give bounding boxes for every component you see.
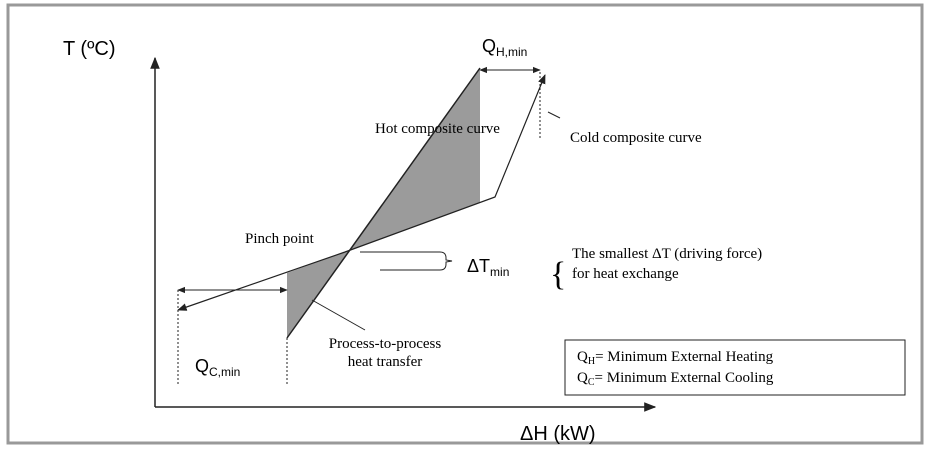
legend-entry: QH= Minimum External Heating (577, 349, 774, 367)
transfer-label: Process-to-process (329, 336, 442, 352)
transfer-leader (311, 299, 366, 331)
pinch-label: Pinch point (245, 231, 315, 247)
hot-curve (286, 67, 481, 339)
dt-note: for heat exchange (572, 266, 679, 282)
y-axis-label: T (ºC) (63, 38, 115, 60)
legend-entry: QC= Minimum External Cooling (577, 370, 774, 388)
cold-curve (344, 74, 546, 253)
x-axis-label: ΔH (kW) (520, 423, 596, 445)
hot-curve-label: Hot composite curve (375, 121, 500, 137)
dt-bracket (439, 251, 453, 271)
cold-curve-start (177, 251, 346, 311)
legend-box (564, 339, 906, 396)
q-h-label: QH,min (482, 36, 527, 59)
dt-label: ΔTmin (467, 256, 509, 279)
cold-leader (547, 111, 561, 119)
cold-curve-label: Cold composite curve (570, 130, 702, 146)
transfer-label: heat transfer (348, 354, 423, 370)
q-c-label: QC,min (195, 356, 240, 379)
dt-note: The smallest ΔT (driving force) (572, 246, 762, 262)
brace: { (550, 256, 566, 293)
